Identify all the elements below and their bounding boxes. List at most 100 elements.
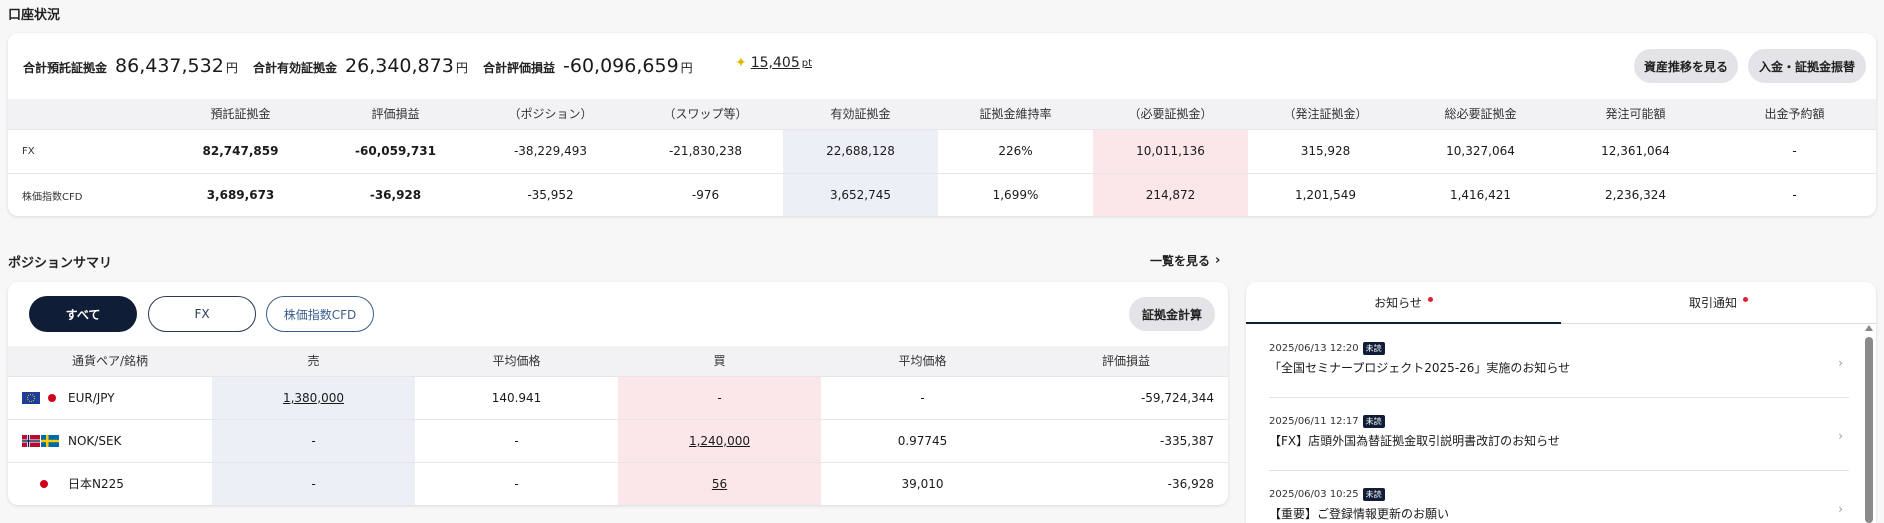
pl-cell: -335,387 xyxy=(1024,418,1228,462)
chevron-right-icon: › xyxy=(1838,356,1843,370)
unread-badge: 未読 xyxy=(1362,488,1385,501)
tab-label[interactable]: 取引通知 xyxy=(1688,296,1737,310)
news-scrollbar[interactable] xyxy=(1864,325,1874,523)
column-header: 通貨ペア/銘柄 xyxy=(8,346,212,376)
table-cell: 10,327,064 xyxy=(1403,128,1558,173)
summary-value: 26,340,873 xyxy=(345,55,454,77)
column-header: 証拠金維持率 xyxy=(938,99,1093,129)
sell-avg-cell: - xyxy=(415,461,618,505)
chevron-right-icon: › xyxy=(1838,502,1843,516)
news-date: 2025/06/13 12:20 xyxy=(1269,343,1359,354)
positions-table: 通貨ペア/銘柄 売 平均価格 買 平均価格 評価損益 xyxy=(8,346,1228,505)
summary-deposit: 合計預託証拠金 86,437,532 円 xyxy=(23,55,238,77)
news-title[interactable]: 「全国セミナープロジェクト2025-26」実施のお知らせ xyxy=(1269,361,1571,375)
sell-cell: - xyxy=(212,461,415,505)
news-item[interactable]: 2025/06/03 10:25 未読 【重要】ご登録情報更新のお願い › xyxy=(1269,488,1849,523)
summary-unit: 円 xyxy=(455,61,468,75)
buy-amount-link[interactable]: 1,240,000 xyxy=(688,433,751,448)
table-cell: 2,236,324 xyxy=(1558,172,1713,216)
news-title[interactable]: 【FX】店頭外国為替証拠金取引説明書改訂のお知らせ xyxy=(1269,434,1560,448)
column-header: （必要証拠金） xyxy=(1093,99,1248,129)
summary-value: 86,437,532 xyxy=(115,55,224,77)
sell-avg-cell: 140.941 xyxy=(415,375,618,419)
table-row[interactable]: EUR/JPY 1,380,000 140.941 - - -59,724,34… xyxy=(8,375,1228,419)
table-cell: 82,747,859 xyxy=(163,128,318,173)
table-cell: 1,699% xyxy=(938,172,1093,216)
summary-valuation-pl: 合計評価損益 -60,096,659 円 xyxy=(483,55,693,77)
account-section-title: 口座状況 xyxy=(8,8,61,23)
pair-name: 日本N225 xyxy=(68,477,124,492)
news-date: 2025/06/03 10:25 xyxy=(1269,489,1359,500)
sell-cell[interactable]: 1,380,000 xyxy=(212,375,415,419)
scroll-thumb[interactable] xyxy=(1865,337,1873,523)
no-flag-icon xyxy=(22,434,40,447)
pair-cell: NOK/SEK xyxy=(8,418,212,462)
column-header xyxy=(8,99,163,129)
buy-cell[interactable]: 56 xyxy=(618,461,821,505)
table-cell: - xyxy=(1713,172,1876,216)
points-value[interactable]: 15,405 xyxy=(750,55,800,71)
column-header: 買 xyxy=(618,346,821,376)
tab-all[interactable]: すべて xyxy=(29,296,137,332)
column-header: 発注可能額 xyxy=(1558,99,1713,129)
margin-calc-button[interactable]: 証拠金計算 xyxy=(1129,297,1215,331)
news-title[interactable]: 【重要】ご登録情報更新のお願い xyxy=(1269,507,1450,521)
chevron-right-icon: › xyxy=(1215,253,1221,268)
column-header: 平均価格 xyxy=(415,346,618,376)
table-cell: 3,689,673 xyxy=(163,172,318,216)
buy-amount-link[interactable]: 56 xyxy=(711,476,728,491)
pl-cell: -59,724,344 xyxy=(1024,375,1228,419)
tab-trade-notices[interactable]: 取引通知 xyxy=(1561,282,1876,324)
tab-label[interactable]: お知らせ xyxy=(1374,295,1422,310)
summary-unit: 円 xyxy=(680,61,693,75)
jp-flag-icon xyxy=(48,393,56,402)
table-cell: -36,928 xyxy=(318,172,473,216)
see-all-link[interactable]: 一覧を見る › xyxy=(1150,252,1220,269)
account-card: 合計預託証拠金 86,437,532 円 合計有効証拠金 26,340,873 … xyxy=(8,33,1876,216)
asset-history-button[interactable]: 資産推移を見る xyxy=(1634,49,1738,83)
deposit-transfer-button[interactable]: 入金・証拠金振替 xyxy=(1748,49,1866,83)
row-label: 株価指数CFD xyxy=(8,172,163,216)
table-row[interactable]: NOK/SEK - - 1,240,000 0.97745 -335,387 xyxy=(8,418,1228,462)
scroll-up-icon[interactable] xyxy=(1865,325,1873,331)
tab-notices[interactable]: お知らせ xyxy=(1246,282,1561,324)
table-cell: 214,872 xyxy=(1093,172,1248,216)
table-cell: -976 xyxy=(628,172,783,216)
buy-avg-cell: 39,010 xyxy=(821,461,1024,505)
column-header: 評価損益 xyxy=(318,99,473,129)
table-row: FX 82,747,859 -60,059,731 -38,229,493 -2… xyxy=(8,128,1876,173)
unread-dot-icon xyxy=(1743,297,1748,302)
table-cell: 12,361,064 xyxy=(1558,128,1713,173)
table-cell: -38,229,493 xyxy=(473,128,628,173)
column-header: 預託証拠金 xyxy=(163,99,318,129)
account-summary-bar: 合計預託証拠金 86,437,532 円 合計有効証拠金 26,340,873 … xyxy=(8,33,1876,99)
jp-flag-icon xyxy=(40,479,48,488)
positions-section-title: ポジションサマリ xyxy=(8,256,113,271)
column-header: 平均価格 xyxy=(821,346,1024,376)
sell-avg-cell: - xyxy=(415,418,618,462)
row-label: FX xyxy=(8,128,163,173)
account-table-header: 預託証拠金 評価損益 （ポジション） （スワップ等） 有効証拠金 証拠金維持率 … xyxy=(8,99,1876,129)
see-all-label[interactable]: 一覧を見る xyxy=(1150,254,1211,268)
column-header: 有効証拠金 xyxy=(783,99,938,129)
column-header: 総必要証拠金 xyxy=(1403,99,1558,129)
buy-cell: - xyxy=(618,375,821,419)
table-cell: -35,952 xyxy=(473,172,628,216)
buy-cell[interactable]: 1,240,000 xyxy=(618,418,821,462)
column-header: （発注証拠金） xyxy=(1248,99,1403,129)
table-row[interactable]: 日本N225 - - 56 39,010 -36,928 xyxy=(8,461,1228,505)
sell-amount-link[interactable]: 1,380,000 xyxy=(282,390,345,405)
news-item[interactable]: 2025/06/11 12:17 未読 【FX】店頭外国為替証拠金取引説明書改訂の… xyxy=(1269,415,1849,471)
news-item[interactable]: 2025/06/13 12:20 未読 「全国セミナープロジェクト2025-26」… xyxy=(1269,342,1849,398)
summary-label: 合計預託証拠金 xyxy=(23,61,108,75)
table-cell: 22,688,128 xyxy=(783,128,938,173)
column-header: （ポジション） xyxy=(473,99,628,129)
column-header: （スワップ等） xyxy=(628,99,783,129)
tab-fx[interactable]: FX xyxy=(148,296,256,332)
points-link[interactable]: ✦ 15,405 pt xyxy=(735,55,812,71)
pair-cell: 日本N225 xyxy=(8,461,212,505)
summary-label: 合計評価損益 xyxy=(483,61,556,75)
eu-flag-icon xyxy=(22,391,40,404)
tab-index-cfd[interactable]: 株価指数CFD xyxy=(266,296,374,332)
summary-effective-margin: 合計有効証拠金 26,340,873 円 xyxy=(253,55,468,77)
